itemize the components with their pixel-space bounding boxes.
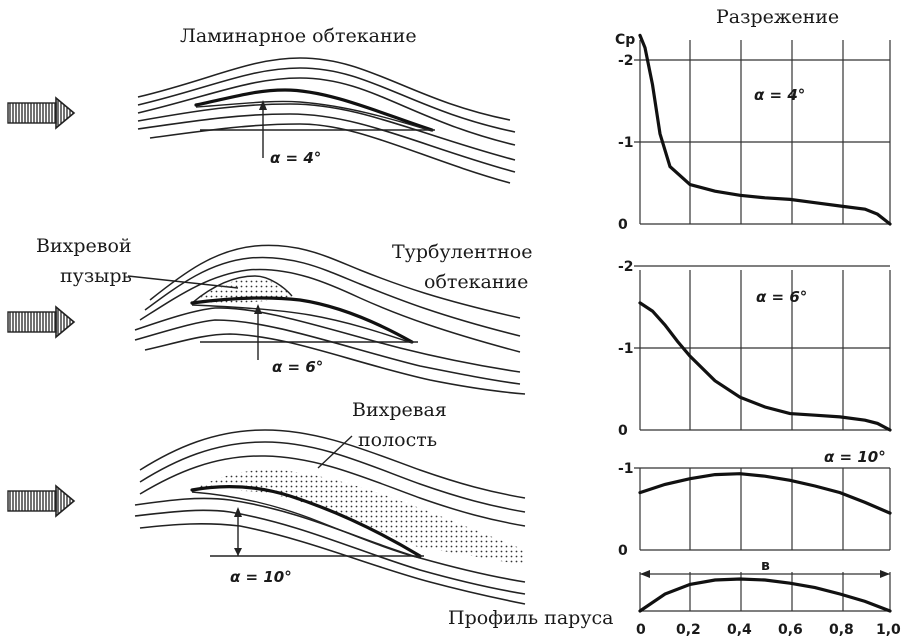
sail-profile-label: Профиль паруса (448, 607, 613, 629)
pressure-distribution-charts: -2 -1 0 α = 4° -2 -1 0 α = 6° -1 0 α = 10° в 0 0,2 0,4… (618, 33, 901, 638)
bubble-label-line1: Вихревой (36, 235, 132, 257)
angle-label-6: α = 6° (272, 358, 323, 376)
laminar-label: Ламинарное обтекание (180, 25, 417, 47)
cavity-label-line1: Вихревая (352, 399, 447, 421)
y-tick-label: -2 (618, 53, 634, 69)
x-tick-label: 0,4 (727, 622, 752, 638)
cavity-flow-panel: Вихревая полость α = 10° (134, 399, 526, 605)
turbulent-flow-panel: Вихревой пузырь Турбулентное обтекание α… (36, 235, 532, 395)
rarefaction-label: Разрежение (716, 6, 839, 28)
y-tick-label: -2 (618, 259, 634, 275)
chord-label: в (761, 558, 770, 574)
y-tick-label: 0 (618, 217, 628, 233)
cp-chart-4: в 0 0,2 0,4 0,6 0,8 1,0 (636, 558, 901, 638)
x-tick-label: 0,6 (778, 622, 803, 638)
y-tick-label: 0 (618, 423, 628, 439)
laminar-flow-panel: Ламинарное обтекание α = 4° (137, 25, 516, 184)
angle-label-4: α = 4° (270, 149, 321, 167)
cp-axis-label: Cp (615, 32, 635, 48)
cavity-airfoil (190, 485, 422, 558)
x-tick-label: 0 (636, 622, 646, 638)
laminar-airfoil (194, 88, 434, 132)
cp-curve-3 (638, 472, 892, 515)
vortex-cavity (192, 469, 525, 565)
cp-chart-2: -2 -1 0 α = 6° (618, 259, 892, 439)
cp-curve-1 (638, 33, 892, 226)
y-tick-label: 0 (618, 543, 628, 559)
chart-angle-label: α = 6° (756, 288, 807, 306)
turbulent-label-line2: обтекание (424, 271, 528, 293)
angle-label-10: α = 10° (230, 568, 292, 586)
cavity-leader-line (317, 435, 353, 469)
flow-arrow-3 (7, 484, 76, 518)
y-tick-label: -1 (618, 461, 634, 477)
x-tick-label: 0,2 (676, 622, 701, 638)
turbulent-label-line1: Турбулентное (392, 241, 532, 263)
x-tick-label: 0,8 (829, 622, 854, 638)
bubble-leader-line (127, 275, 239, 289)
x-tick-label: 1,0 (876, 622, 901, 638)
cavity-streamlines (134, 429, 526, 605)
cavity-label-line2: полость (358, 429, 437, 451)
cp-chart-1: -2 -1 0 α = 4° (618, 33, 892, 233)
flow-arrow-1 (7, 96, 76, 130)
bubble-label-line2: пузырь (60, 265, 132, 287)
flow-arrow-2 (7, 305, 76, 339)
turbulent-streamlines (134, 244, 526, 395)
cp-curve-2 (638, 301, 892, 432)
chart-angle-label: α = 10° (824, 448, 886, 466)
cp-curve-4 (638, 577, 892, 613)
cp-chart-3: -1 0 α = 10° (618, 448, 892, 559)
laminar-streamlines (137, 57, 516, 184)
y-tick-label: -1 (618, 135, 634, 151)
turbulent-airfoil (190, 296, 414, 344)
y-tick-label: -1 (618, 341, 634, 357)
chart-angle-label: α = 4° (754, 86, 805, 104)
